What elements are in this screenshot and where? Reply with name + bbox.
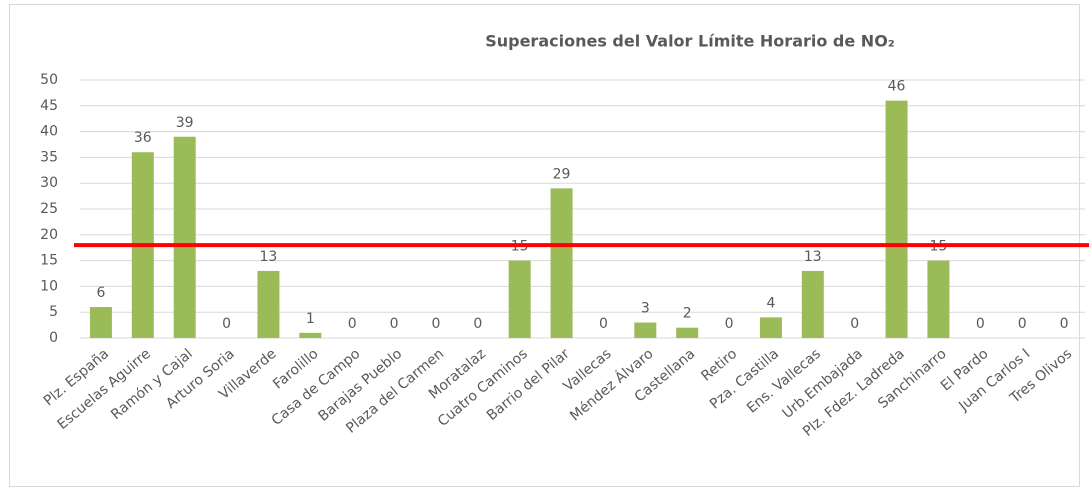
bar	[299, 332, 322, 338]
data-label: 0	[725, 316, 734, 332]
data-label: 0	[473, 316, 482, 332]
data-label: 0	[431, 316, 440, 332]
bar	[173, 136, 196, 338]
data-label: 4	[766, 295, 775, 311]
data-label: 0	[1060, 316, 1069, 332]
bar	[550, 188, 573, 338]
data-label: 46	[888, 79, 906, 95]
y-tick-label: 30	[40, 175, 58, 191]
bar	[885, 100, 908, 338]
data-label: 13	[260, 249, 278, 265]
data-label: 0	[390, 316, 399, 332]
bar	[759, 317, 782, 338]
data-label: 0	[976, 316, 985, 332]
y-tick-label: 25	[40, 201, 58, 217]
bar	[634, 322, 657, 338]
bar	[257, 270, 280, 338]
data-label: 2	[683, 306, 692, 322]
y-tick-label: 20	[40, 227, 58, 243]
bar	[676, 327, 699, 338]
y-tick-label: 15	[40, 253, 58, 269]
y-tick-label: 35	[40, 149, 58, 165]
chart-title: Superaciones del Valor Límite Horario de…	[485, 32, 895, 51]
bar	[801, 270, 824, 338]
y-tick-label: 50	[40, 72, 58, 88]
y-tick-label: 40	[40, 124, 58, 140]
data-label: 0	[599, 316, 608, 332]
y-tick-label: 45	[40, 98, 58, 114]
bar	[927, 260, 950, 338]
bar	[89, 307, 112, 338]
data-label: 3	[641, 301, 650, 317]
data-label: 0	[1018, 316, 1027, 332]
data-label: 6	[96, 285, 105, 301]
data-label: 29	[553, 166, 571, 182]
bar	[508, 260, 531, 338]
y-tick-label: 0	[49, 330, 58, 346]
y-tick-label: 10	[40, 278, 58, 294]
y-tick-label: 5	[49, 304, 58, 320]
data-label: 1	[306, 311, 315, 327]
data-label: 0	[222, 316, 231, 332]
data-label: 0	[348, 316, 357, 332]
data-label: 36	[134, 130, 152, 146]
data-label: 13	[804, 249, 822, 265]
data-label: 39	[176, 115, 194, 131]
data-label: 0	[850, 316, 859, 332]
